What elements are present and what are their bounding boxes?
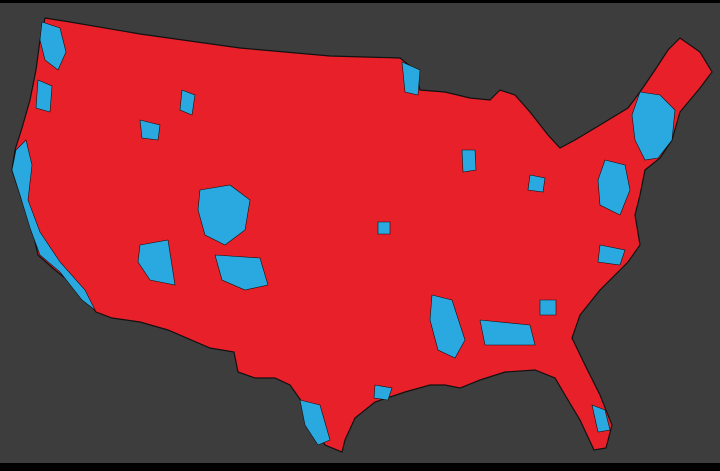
- minnesota: [401, 61, 421, 96]
- chicago: [461, 149, 477, 173]
- seattle: [39, 21, 67, 71]
- new-mexico: [214, 254, 269, 291]
- northeast: [631, 91, 676, 161]
- mississippi-delta: [429, 294, 466, 359]
- colorado: [197, 184, 251, 246]
- houston: [373, 384, 393, 401]
- us-map: [11, 17, 713, 453]
- montana: [179, 89, 196, 116]
- south-florida: [591, 404, 611, 433]
- idaho: [139, 119, 161, 141]
- pacific-coast: [11, 139, 96, 311]
- black-belt: [479, 319, 536, 346]
- blue-areas: [11, 21, 676, 446]
- north-carolina: [597, 244, 626, 266]
- ohio-cities: [527, 174, 546, 193]
- south-texas: [299, 399, 331, 446]
- atlanta: [539, 299, 557, 316]
- contiguous-us: [11, 17, 713, 453]
- kansas-city: [377, 221, 391, 235]
- mid-atlantic: [597, 159, 631, 216]
- oregon-valley: [35, 79, 53, 113]
- arizona: [137, 239, 176, 286]
